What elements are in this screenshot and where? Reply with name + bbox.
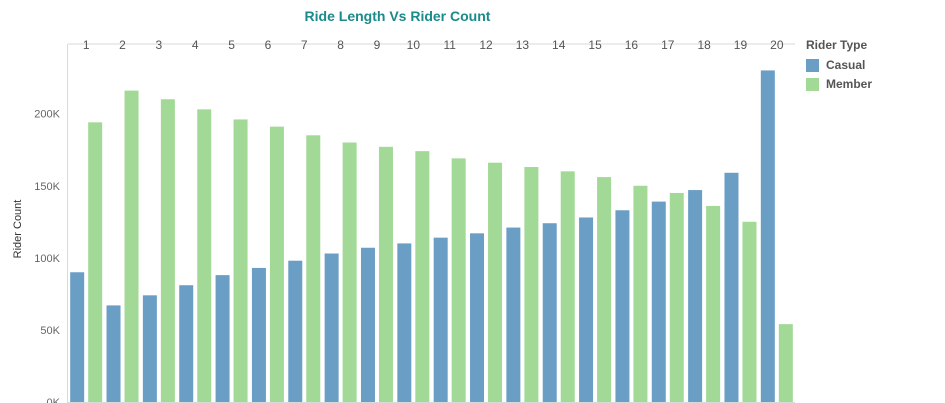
bar-casual-3 — [142, 295, 157, 402]
x-tick-label: 17 — [661, 38, 675, 52]
bar-member-9 — [378, 146, 393, 402]
bar-member-13 — [524, 167, 539, 402]
bar-casual-17 — [651, 201, 666, 402]
y-tick-label: 200K — [34, 109, 60, 121]
bar-member-14 — [560, 171, 575, 402]
bar-member-20 — [778, 324, 793, 402]
bar-casual-1 — [70, 272, 85, 402]
bar-casual-11 — [433, 237, 448, 402]
bar-member-6 — [269, 126, 284, 403]
x-tick-label: 15 — [588, 38, 602, 52]
legend-label-casual: Casual — [826, 58, 866, 72]
y-tick-label: 100K — [34, 253, 60, 265]
x-tick-label: 12 — [479, 38, 493, 52]
x-tick-label: 16 — [625, 38, 639, 52]
bar-casual-15 — [579, 217, 594, 402]
bar-casual-5 — [215, 275, 230, 402]
x-tick-label: 5 — [228, 38, 235, 52]
bar-member-4 — [197, 109, 212, 402]
bar-casual-14 — [542, 223, 557, 402]
chart-title: Ride Length Vs Rider Count — [304, 8, 491, 24]
bar-casual-4 — [179, 285, 194, 402]
bar-member-16 — [633, 185, 648, 402]
bar-casual-16 — [615, 210, 630, 402]
x-tick-label: 4 — [192, 38, 199, 52]
bar-member-17 — [669, 192, 684, 402]
bar-casual-18 — [688, 190, 703, 402]
bar-member-2 — [124, 90, 139, 402]
bar-casual-19 — [724, 172, 739, 402]
bar-member-5 — [233, 119, 248, 402]
bar-casual-9 — [360, 247, 375, 402]
legend-title: Rider Type — [806, 38, 868, 52]
legend-item-member[interactable]: Member — [806, 77, 872, 91]
y-tick-label: 0K — [47, 397, 61, 403]
x-tick-label: 9 — [374, 38, 381, 52]
bar-chart: 1 2 3 4 5 6 7 8 9 10 11 12 13 14 15 16 17 18 19 200K50K100K… — [12, 38, 795, 403]
legend-swatch-member — [806, 77, 819, 91]
bar-casual-12 — [470, 233, 485, 402]
bar-casual-2 — [106, 305, 121, 402]
bar-member-15 — [597, 177, 612, 402]
bar-casual-13 — [506, 227, 521, 402]
x-tick-label: 3 — [156, 38, 163, 52]
legend-item-casual[interactable]: Casual — [806, 58, 872, 72]
legend-swatch-casual — [806, 58, 819, 72]
bar-member-3 — [160, 99, 175, 402]
bar-member-11 — [451, 158, 466, 402]
y-tick-label: 50K — [40, 325, 60, 337]
bar-casual-6 — [251, 267, 266, 402]
bar-member-18 — [706, 205, 721, 402]
x-tick-label: 13 — [516, 38, 530, 52]
y-axis-label: Rider Count — [12, 200, 24, 259]
x-tick-label: 18 — [697, 38, 711, 52]
legend: Rider Type Casual Member — [806, 38, 872, 96]
x-tick-label: 11 — [443, 38, 456, 52]
bar-casual-10 — [397, 243, 412, 402]
x-tick-label: 14 — [552, 38, 566, 52]
bar-member-12 — [488, 162, 503, 402]
bar-member-7 — [306, 135, 321, 402]
y-tick-label: 150K — [34, 181, 60, 193]
bar-casual-20 — [760, 70, 775, 403]
legend-label-member: Member — [826, 77, 873, 91]
bar-casual-7 — [288, 260, 303, 402]
x-tick-label: 19 — [734, 38, 748, 52]
bar-member-10 — [415, 151, 430, 402]
bar-member-1 — [88, 122, 103, 403]
bar-casual-8 — [324, 253, 339, 402]
x-tick-label: 7 — [301, 38, 308, 52]
bar-member-8 — [342, 142, 357, 402]
x-tick-label: 2 — [119, 38, 126, 52]
x-tick-label: 20 — [770, 38, 784, 52]
bar-member-19 — [742, 221, 757, 402]
x-tick-label: 10 — [407, 38, 421, 52]
x-tick-label: 8 — [337, 38, 344, 52]
x-tick-label: 6 — [265, 38, 272, 52]
x-tick-label: 1 — [83, 38, 90, 52]
